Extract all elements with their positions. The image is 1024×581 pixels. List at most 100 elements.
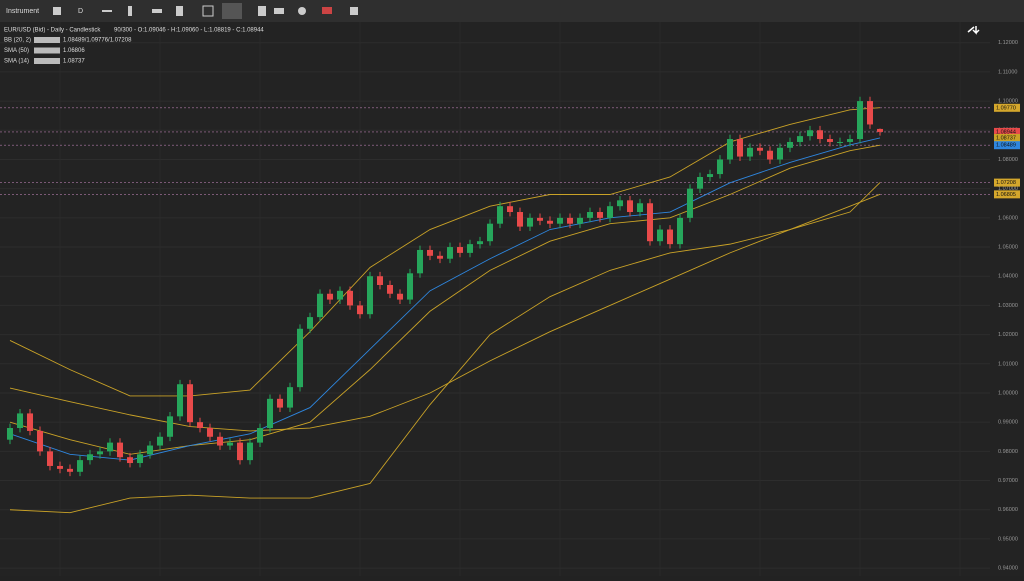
candle-body bbox=[597, 212, 603, 218]
y-tick-label: 0.95000 bbox=[998, 536, 1018, 542]
candle-body bbox=[427, 249, 433, 256]
price-label: 1.08944 bbox=[996, 129, 1016, 135]
fullscreen-icon[interactable] bbox=[222, 3, 242, 19]
popout-icon[interactable] bbox=[350, 7, 358, 15]
price-label-box bbox=[994, 141, 1020, 150]
candle-body bbox=[317, 293, 323, 318]
candle-body bbox=[327, 293, 333, 300]
chart-type-icon[interactable] bbox=[53, 7, 61, 15]
candle-body bbox=[97, 451, 103, 455]
legend-value: 1.08737 bbox=[63, 59, 85, 65]
candle-body bbox=[167, 416, 173, 437]
candle-body bbox=[277, 398, 283, 408]
legend-icons bbox=[34, 58, 60, 64]
y-tick-label: 0.98000 bbox=[998, 449, 1018, 455]
candle-body bbox=[667, 229, 673, 245]
candle-body bbox=[157, 436, 163, 446]
indicator-line bbox=[9, 137, 881, 461]
candle-body bbox=[227, 442, 233, 446]
bars-icon[interactable] bbox=[258, 6, 266, 16]
candle-body bbox=[747, 147, 753, 157]
candle-body bbox=[7, 428, 13, 440]
y-tick-label: 1.02000 bbox=[998, 332, 1018, 338]
chart-title: EUR/USD (Bid) - Daily - Candlestick bbox=[4, 28, 101, 34]
y-tick-label: 1.06000 bbox=[998, 215, 1018, 221]
candle-body bbox=[417, 249, 423, 274]
indicator-line bbox=[9, 193, 881, 432]
y-tick-label: 1.05000 bbox=[998, 244, 1018, 250]
candle-body bbox=[617, 200, 623, 207]
price-label-box bbox=[994, 127, 1020, 136]
candle-body bbox=[387, 284, 393, 294]
candle-body bbox=[497, 206, 503, 224]
delete-icon[interactable] bbox=[176, 6, 183, 16]
candle-body bbox=[27, 413, 33, 431]
candle-body bbox=[517, 212, 523, 227]
price-label-box bbox=[994, 133, 1020, 142]
legend-icons bbox=[34, 37, 60, 43]
candle-body bbox=[547, 220, 553, 224]
indicator-icon[interactable] bbox=[152, 9, 162, 13]
candle-body bbox=[467, 244, 473, 253]
candle-body bbox=[787, 141, 793, 148]
candle-body bbox=[697, 176, 703, 189]
indicator-line bbox=[9, 107, 881, 397]
candle-body bbox=[447, 247, 453, 259]
candle-body bbox=[677, 217, 683, 245]
interval-button[interactable]: D bbox=[78, 8, 83, 15]
y-tick-label: 0.96000 bbox=[998, 507, 1018, 513]
candle-body bbox=[197, 422, 203, 429]
candle-body bbox=[77, 460, 83, 472]
candle-body bbox=[797, 136, 803, 142]
toolbar bbox=[0, 0, 1024, 22]
language-icon[interactable] bbox=[322, 7, 332, 14]
candle-body bbox=[357, 305, 363, 315]
candle-body bbox=[457, 247, 463, 253]
y-tick-label: 1.08000 bbox=[998, 157, 1018, 163]
candle-body bbox=[367, 276, 373, 315]
candle-body bbox=[137, 454, 143, 464]
candle-body bbox=[687, 188, 693, 218]
share-icon[interactable] bbox=[274, 8, 284, 14]
candle-body bbox=[147, 445, 153, 455]
candle-body bbox=[847, 139, 853, 142]
candle-body bbox=[17, 413, 23, 429]
candle-body bbox=[627, 200, 633, 213]
ruler-icon[interactable] bbox=[128, 6, 132, 16]
theme-icon[interactable] bbox=[298, 7, 306, 15]
y-tick-label: 1.04000 bbox=[998, 274, 1018, 280]
candle-body bbox=[337, 290, 343, 300]
candle-body bbox=[257, 428, 263, 443]
instrument-button[interactable]: Instrument bbox=[6, 8, 39, 15]
candle-body bbox=[657, 229, 663, 242]
y-tick-label: 0.97000 bbox=[998, 478, 1018, 484]
y-tick-label: 1.07000 bbox=[998, 186, 1018, 192]
price-label-box bbox=[994, 103, 1020, 112]
y-tick-label: 1.12000 bbox=[998, 40, 1018, 46]
candle-body bbox=[67, 468, 73, 472]
legend-value: 1.08489/1.09776/1.07208 bbox=[63, 38, 132, 44]
price-label: 1.09770 bbox=[996, 105, 1016, 111]
layout-icon[interactable] bbox=[202, 5, 214, 17]
candle-body bbox=[637, 203, 643, 213]
candle-body bbox=[407, 273, 413, 300]
candle-body bbox=[87, 454, 93, 461]
y-tick-label: 0.94000 bbox=[998, 566, 1018, 572]
candle-body bbox=[507, 206, 513, 213]
candle-body bbox=[807, 130, 813, 137]
legend-icons bbox=[34, 47, 60, 54]
candle-body bbox=[237, 442, 243, 461]
y-tick-label: 0.99000 bbox=[998, 420, 1018, 426]
candle-body bbox=[247, 442, 253, 461]
candle-body bbox=[177, 384, 183, 417]
y-tick-label: 1.10000 bbox=[998, 99, 1018, 105]
expand-icon[interactable] bbox=[967, 26, 980, 35]
draw-icon[interactable] bbox=[102, 10, 112, 12]
candle-body bbox=[557, 217, 563, 224]
candle-body bbox=[287, 387, 293, 408]
candle-body bbox=[487, 223, 493, 242]
candle-body bbox=[297, 328, 303, 388]
legend: EUR/USD (Bid) - Daily - Candlestick 90/3… bbox=[4, 28, 264, 65]
